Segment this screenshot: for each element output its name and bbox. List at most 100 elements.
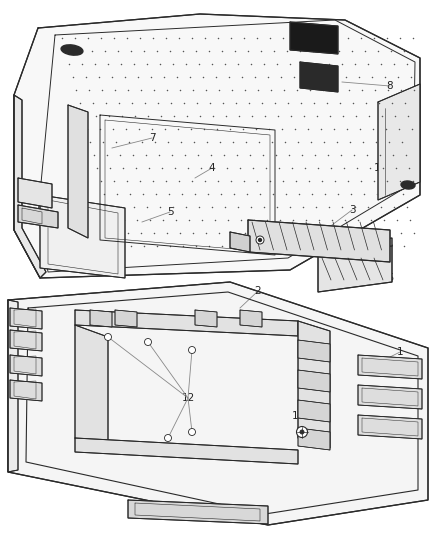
Point xyxy=(198,164,205,172)
Point xyxy=(166,242,173,251)
Point xyxy=(310,242,317,251)
Point xyxy=(367,216,374,224)
Point xyxy=(247,203,254,211)
Point xyxy=(282,138,289,146)
Point xyxy=(276,164,283,172)
Point xyxy=(322,242,329,251)
Point xyxy=(190,86,197,94)
Point xyxy=(336,99,343,107)
Polygon shape xyxy=(318,245,392,292)
Point xyxy=(277,72,284,81)
Point xyxy=(112,86,119,94)
Point xyxy=(340,164,347,172)
Point xyxy=(109,125,116,133)
Point xyxy=(176,34,183,42)
Point xyxy=(114,47,121,55)
Point xyxy=(385,138,392,146)
Text: 7: 7 xyxy=(148,133,155,143)
Point xyxy=(378,112,385,120)
Text: 1: 1 xyxy=(397,347,403,357)
Point xyxy=(377,203,384,211)
Point xyxy=(232,242,239,251)
Point xyxy=(73,86,80,94)
Point xyxy=(358,86,365,94)
Point xyxy=(227,177,234,185)
Point xyxy=(329,72,336,81)
Point xyxy=(232,99,239,107)
Point xyxy=(184,112,191,120)
Point xyxy=(381,216,388,224)
Polygon shape xyxy=(10,355,42,376)
Point xyxy=(144,60,151,68)
Point xyxy=(120,164,127,172)
Point xyxy=(136,177,143,185)
Point xyxy=(133,164,140,172)
Point xyxy=(268,138,276,146)
Point xyxy=(202,86,209,94)
Point xyxy=(305,177,312,185)
Point xyxy=(310,99,317,107)
Point xyxy=(169,203,176,211)
Point xyxy=(335,47,342,55)
Point xyxy=(378,60,385,68)
Point xyxy=(197,112,204,120)
Point xyxy=(149,34,156,42)
Point xyxy=(290,72,297,81)
Point xyxy=(392,164,399,172)
Point xyxy=(98,34,105,42)
Point xyxy=(211,164,218,172)
Point xyxy=(231,47,238,55)
Text: 4: 4 xyxy=(208,163,215,173)
Polygon shape xyxy=(298,400,330,422)
Point xyxy=(250,164,257,172)
Point xyxy=(360,138,367,146)
Point xyxy=(258,242,265,251)
Point xyxy=(114,242,121,251)
Point xyxy=(410,86,417,94)
Point xyxy=(145,112,152,120)
Point xyxy=(145,164,152,172)
Point xyxy=(140,47,147,55)
Point xyxy=(105,60,112,68)
Point xyxy=(403,203,410,211)
Point xyxy=(345,34,352,42)
Polygon shape xyxy=(358,385,422,409)
Point xyxy=(319,86,326,94)
Point xyxy=(374,47,381,55)
Point xyxy=(344,177,351,185)
Point xyxy=(396,34,403,42)
Point xyxy=(90,151,97,159)
Point xyxy=(325,203,332,211)
Point xyxy=(371,34,378,42)
Polygon shape xyxy=(90,310,112,327)
Circle shape xyxy=(165,434,172,441)
Point xyxy=(121,72,128,81)
Point xyxy=(113,138,120,146)
Point xyxy=(353,164,360,172)
Polygon shape xyxy=(10,380,42,401)
Point xyxy=(304,125,311,133)
Circle shape xyxy=(105,334,112,341)
Point xyxy=(179,190,186,198)
Point xyxy=(367,164,374,172)
Point xyxy=(330,125,337,133)
Point xyxy=(307,86,314,94)
Polygon shape xyxy=(18,205,58,228)
Point xyxy=(213,125,220,133)
Point xyxy=(146,216,153,224)
Point xyxy=(191,138,198,146)
Point xyxy=(124,34,131,42)
Point xyxy=(300,60,307,68)
Point xyxy=(343,125,350,133)
Point xyxy=(361,242,368,251)
Point xyxy=(139,190,146,198)
Point xyxy=(342,216,349,224)
Point xyxy=(410,229,417,237)
Point xyxy=(205,47,212,55)
Point xyxy=(374,190,381,198)
Point xyxy=(363,151,370,159)
Point xyxy=(204,138,211,146)
Point xyxy=(184,164,191,172)
Point xyxy=(361,47,368,55)
Polygon shape xyxy=(298,370,330,392)
